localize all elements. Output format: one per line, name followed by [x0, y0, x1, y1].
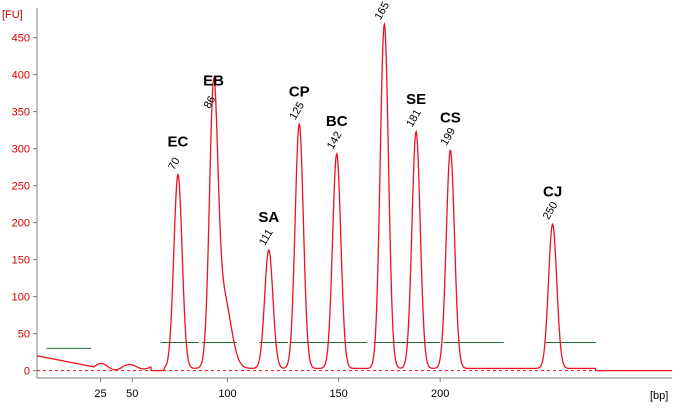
peak-name-label: EB — [203, 72, 224, 89]
peak-name-label: EC — [168, 134, 189, 151]
peak-size-label: 199 — [439, 126, 459, 148]
axes: 0 50 100 150 200 250 300 350 400 450 25 50 100 150 200 — [12, 8, 672, 400]
x-unit-label: [bp] — [650, 390, 668, 402]
x-tick-label: 25 — [94, 388, 106, 400]
y-tick-label: 200 — [12, 218, 30, 230]
x-tick-label: 200 — [431, 388, 449, 400]
peak-name-label: SE — [406, 91, 426, 108]
baseline-segments — [46, 341, 596, 349]
y-tick-label: 100 — [12, 292, 30, 304]
y-tick-label: 300 — [12, 144, 30, 156]
y-unit-label: [FU] — [2, 9, 23, 21]
y-tick-label: 150 — [12, 255, 30, 267]
peak-size-label: 111 — [257, 227, 276, 247]
peak-size-label: 250 — [541, 200, 561, 222]
peak-name-label: CJ — [543, 183, 562, 200]
peak-name-label: BC — [326, 113, 348, 130]
y-tick-label: 0 — [24, 366, 30, 378]
y-tick-label: 450 — [12, 33, 30, 45]
peak-name-label: LM — [374, 0, 396, 1]
x-tick-label: 150 — [329, 388, 347, 400]
y-tick-label: 250 — [12, 181, 30, 193]
peak-name-label: SA — [258, 209, 279, 226]
x-tick-label: 50 — [126, 388, 138, 400]
peak-size-label: 165 — [373, 0, 393, 22]
peak-size-label: 125 — [287, 100, 307, 122]
y-tick-label: 400 — [12, 70, 30, 82]
y-tick-label: 50 — [18, 329, 30, 341]
peak-size-label: 86 — [202, 94, 219, 111]
signal-trace — [36, 21, 672, 372]
trace-group — [36, 21, 672, 372]
peak-name-label: CS — [440, 109, 461, 126]
x-tick-label: 100 — [218, 388, 236, 400]
peak-name-label: CP — [289, 83, 310, 100]
peak-size-label: 142 — [325, 130, 345, 152]
y-tick-label: 350 — [12, 107, 30, 119]
peak-size-label: 181 — [404, 107, 424, 129]
peak-size-label: 70 — [166, 156, 183, 173]
